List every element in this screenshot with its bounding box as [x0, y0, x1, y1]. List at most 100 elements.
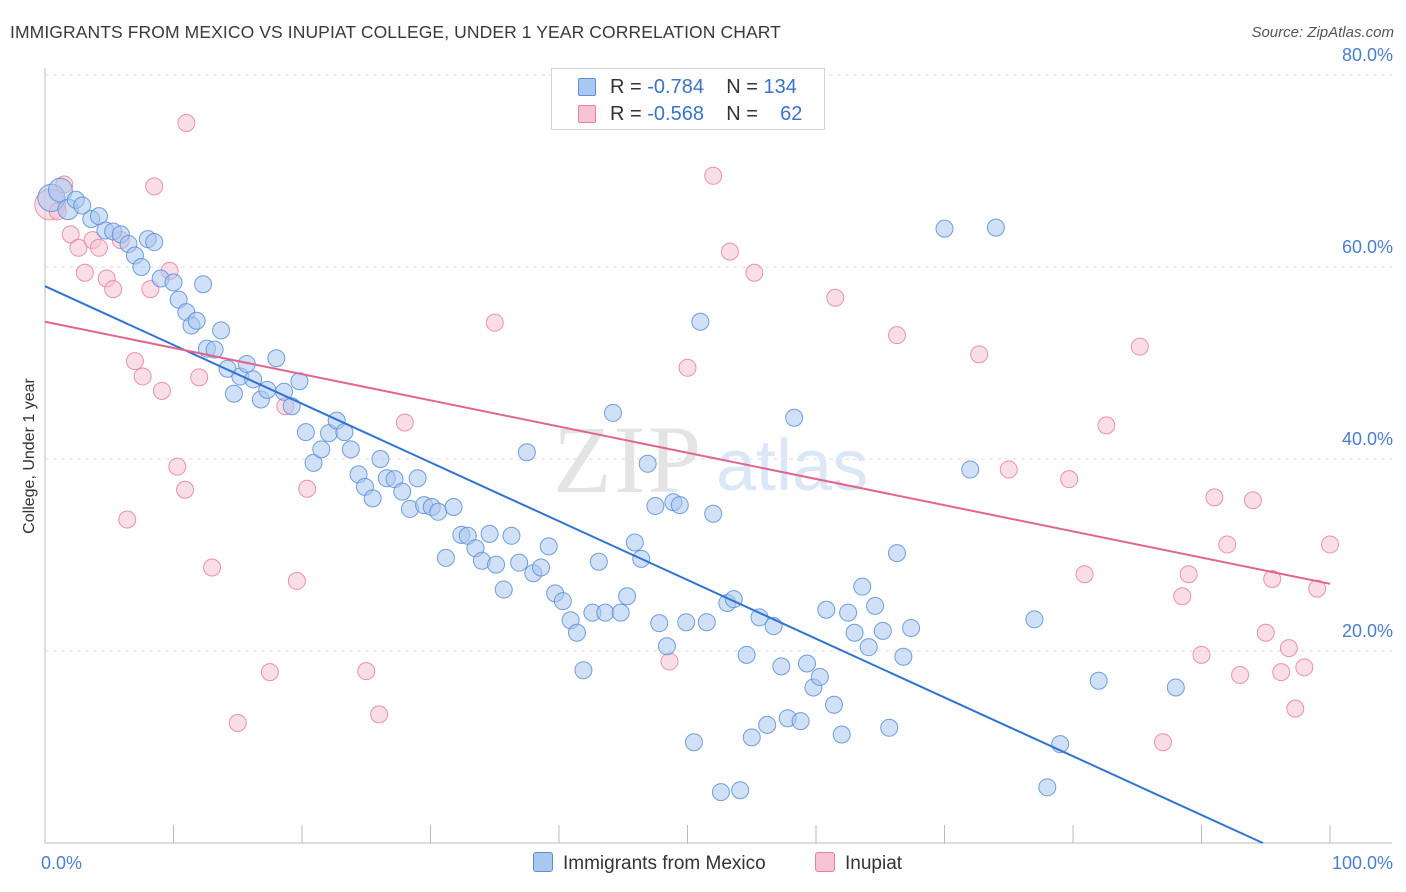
- inupiat-point: [1256, 623, 1275, 642]
- mexico-point: [711, 783, 730, 802]
- inupiat-point: [826, 288, 845, 307]
- inupiat-point: [104, 280, 123, 299]
- bottom-legend-label-inupiat: Inupiat: [845, 853, 903, 874]
- mexico-point: [429, 502, 448, 521]
- mexico-point: [304, 453, 323, 472]
- inupiat-point: [1075, 565, 1094, 584]
- inupiat-trend-line: [44, 320, 1331, 585]
- mexico-point: [603, 403, 622, 422]
- y-axis-label: College, Under 1 year: [21, 378, 38, 534]
- inupiat-point: [298, 479, 317, 498]
- mexico-point: [670, 496, 689, 515]
- mexico-point: [625, 533, 644, 552]
- mexico-point: [873, 621, 892, 640]
- mexico-point: [589, 552, 608, 571]
- mexico-point: [638, 454, 657, 473]
- inupiat-point: [395, 413, 414, 432]
- mexico-point: [132, 258, 151, 276]
- mexico-point: [194, 275, 213, 294]
- mexico-point: [567, 623, 586, 642]
- mexico-point: [657, 637, 676, 656]
- mexico-point: [839, 603, 858, 622]
- y-tick-label: 40.0%: [1342, 429, 1393, 449]
- inupiat-point: [660, 652, 679, 671]
- mexico-point: [224, 384, 243, 403]
- bottom-legend-swatch-blue: [533, 852, 553, 872]
- inupiat-point: [1060, 470, 1079, 489]
- mexico-point: [436, 548, 455, 567]
- mexico-point: [574, 661, 593, 680]
- mexico-point: [785, 408, 804, 427]
- inupiat-point: [145, 177, 164, 196]
- inupiat-point: [678, 358, 697, 377]
- inupiat-point: [720, 242, 739, 261]
- inupiat-point: [168, 457, 187, 476]
- inupiat-point: [190, 368, 209, 387]
- bottom-legend-label-mexico: Immigrants from Mexico: [563, 853, 766, 874]
- mexico-point: [859, 638, 878, 657]
- inupiat-point: [260, 663, 279, 682]
- inupiat-point: [1153, 733, 1172, 752]
- mexico-point: [517, 443, 536, 462]
- inupiat-point: [1231, 666, 1250, 684]
- mexico-point: [1166, 678, 1185, 697]
- mexico-point: [691, 312, 710, 331]
- inupiat-point: [1243, 491, 1262, 510]
- legend-text-inupiat: R = -0.568 N = 62: [610, 103, 803, 125]
- inupiat-point: [1192, 645, 1211, 664]
- mexico-point: [267, 349, 286, 368]
- mexico-point: [742, 728, 761, 747]
- mexico-point: [845, 623, 864, 642]
- mexico-point: [798, 654, 817, 673]
- mexico-point: [935, 219, 954, 238]
- inupiat-point: [177, 114, 196, 132]
- mexico-point: [187, 311, 206, 330]
- mexico-point: [502, 526, 521, 545]
- mexico-point: [363, 489, 382, 508]
- trend-lines: [44, 285, 1331, 844]
- x-tick-label-min: 0.0%: [41, 853, 82, 873]
- mexico-point: [737, 645, 756, 664]
- inupiat-point: [970, 345, 989, 364]
- mexico-point: [646, 497, 665, 516]
- mexico-point: [212, 321, 231, 340]
- y-tick-label: 20.0%: [1342, 621, 1393, 641]
- correlation-legend: R = -0.784 N = 134 R = -0.568 N = 62: [551, 68, 825, 130]
- legend-text-mexico: R = -0.784 N = 134: [610, 76, 797, 98]
- mexico-point: [650, 614, 669, 633]
- inupiat-point: [1286, 699, 1305, 718]
- y-tick-label: 60.0%: [1342, 237, 1393, 257]
- mexico-point: [1025, 610, 1044, 629]
- mexico-point: [494, 580, 513, 599]
- mexico-trend-line: [44, 285, 1264, 844]
- mexico-point: [902, 618, 921, 637]
- inupiat-point: [1321, 535, 1339, 554]
- bottom-legend-mexico: Immigrants from Mexico: [533, 852, 766, 878]
- source-credit: Source: ZipAtlas.com: [1251, 24, 1394, 41]
- mexico-point: [758, 715, 777, 734]
- inupiat-point: [69, 238, 88, 257]
- inupiat-point: [1272, 663, 1291, 682]
- inupiat-point: [1295, 658, 1314, 677]
- mexico-point: [341, 440, 360, 459]
- legend-row-mexico: R = -0.784 N = 134: [552, 73, 826, 101]
- mexico-point: [371, 450, 390, 468]
- inupiat-point: [1308, 579, 1327, 598]
- mexico-point: [772, 657, 791, 676]
- inupiat-point: [228, 714, 247, 732]
- mexico-point: [553, 592, 572, 611]
- inupiat-point: [999, 460, 1018, 479]
- mexico-point: [817, 600, 836, 619]
- inupiat-point: [357, 662, 376, 681]
- mexico-point: [887, 544, 906, 563]
- inupiat-point: [89, 238, 108, 257]
- inupiat-point: [176, 480, 195, 499]
- inupiat-point: [1279, 639, 1298, 658]
- mexico-point: [312, 440, 331, 459]
- mexico-point: [164, 273, 183, 292]
- mexico-point: [532, 558, 551, 577]
- mexico-point: [510, 553, 529, 572]
- bottom-legend-swatch-pink: [815, 852, 835, 872]
- bottom-legend-inupiat: Inupiat: [815, 852, 902, 878]
- mexico-point: [853, 577, 872, 596]
